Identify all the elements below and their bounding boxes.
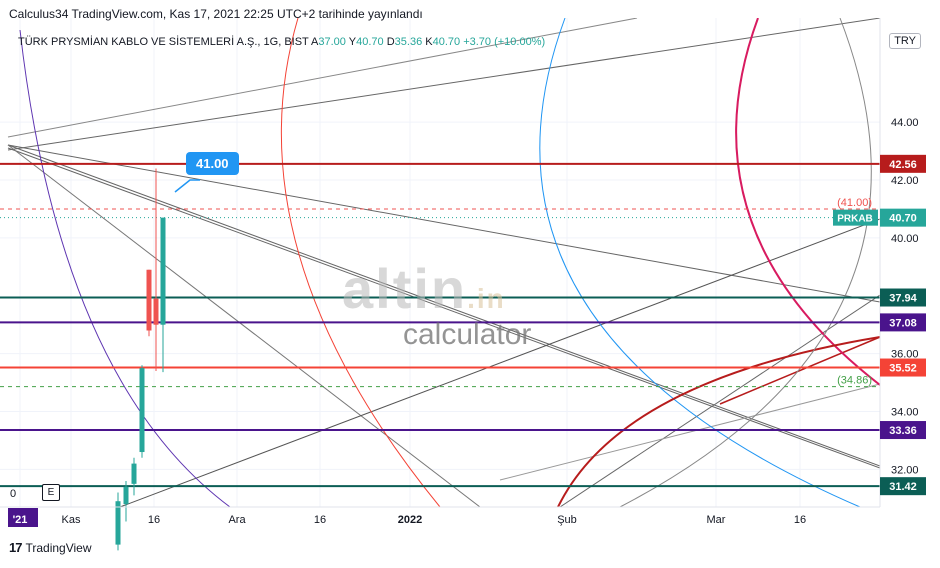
close-label: K [425, 36, 433, 48]
candle-body [160, 217, 166, 325]
symbol-tag-label: PRKAB [837, 214, 873, 225]
candle-body [139, 368, 145, 453]
arc [280, 18, 441, 507]
price-callout[interactable]: 41.00 [186, 152, 239, 175]
x-tick-label: '21 [13, 514, 28, 526]
level-tag [880, 358, 926, 377]
level-tag-label: 37.94 [889, 293, 917, 305]
y-tick-label: 36.00 [891, 349, 919, 361]
low-label: D [386, 36, 395, 48]
level-tag-label: 33.36 [889, 425, 917, 437]
change-value: +3.70 (+10.00%) [463, 36, 546, 48]
currency-selector[interactable]: TRY [889, 33, 921, 49]
trend-line [559, 294, 880, 507]
candle-body [146, 269, 152, 331]
symbol-tag [833, 209, 878, 226]
fan-line [7, 147, 880, 469]
open-value: 37.00 [318, 36, 346, 48]
level-tag [880, 421, 926, 440]
price-tags: 42.56 37.94 37.08 35.52 33.36 31.42 PRKAB 40.70 [833, 154, 926, 496]
dashed-level-label: (41.00) [837, 197, 872, 209]
trend-line [119, 218, 880, 507]
level-tag [880, 477, 926, 496]
level-tag-label: 35.52 [889, 363, 917, 375]
watermark-logo-text: altin [342, 257, 468, 320]
arc [557, 336, 880, 507]
symbol-name: TÜRK PRYSMİAN KABLO VE SİSTEMLERİ A.Ş., … [18, 36, 309, 48]
last-price-tag-label: 40.70 [889, 213, 917, 225]
level-tag [880, 288, 926, 307]
price-axis[interactable]: 32.00 34.00 36.00 40.00 42.00 44.00 [891, 117, 919, 476]
fan-line [7, 144, 880, 303]
candles-layer [115, 168, 166, 551]
candle-body [115, 501, 121, 545]
dashed-level-label: (34.86) [837, 375, 872, 387]
watermark-logo: altin.in [342, 256, 506, 321]
footer-text: TradingView [25, 540, 92, 555]
fan-line [7, 144, 880, 467]
close-value: 40.70 [432, 36, 461, 48]
fan-line [7, 18, 638, 138]
arc [619, 18, 872, 507]
high-value: 40.70 [356, 36, 384, 48]
drawing-tools [7, 18, 880, 507]
candle-body [153, 298, 159, 325]
watermark-text: calculator [403, 318, 532, 351]
level-tag [880, 154, 926, 173]
publish-caption: Calculus34 TradingView.com, Kas 17, 2021… [9, 7, 423, 21]
time-axis[interactable]: '21 Kas 16 Ara 16 2022 Şub Mar 16 [8, 508, 806, 527]
x-tick-label: Kas [62, 514, 81, 526]
arc [539, 18, 861, 507]
footer-brand: 17 TradingView [9, 540, 92, 555]
symbol-legend: TÜRK PRYSMİAN KABLO VE SİSTEMLERİ A.Ş., … [18, 36, 545, 48]
y-tick-label: 42.00 [891, 175, 919, 187]
y-tick-label: 44.00 [891, 117, 919, 129]
x-tick-highlight [8, 508, 38, 527]
low-value: 35.36 [394, 36, 423, 48]
fan-line [7, 144, 481, 507]
volume-zero-label: 0 [10, 488, 17, 500]
x-tick-label: 2022 [398, 514, 422, 526]
trend-line [719, 336, 880, 405]
x-tick-label: 16 [148, 514, 160, 526]
events-button[interactable]: E [42, 484, 60, 501]
x-tick-label: Mar [707, 514, 726, 526]
level-tag-label: 42.56 [889, 159, 917, 171]
last-price-tag [880, 208, 926, 227]
y-tick-label: 34.00 [891, 407, 919, 419]
fan-line [7, 18, 880, 151]
watermark-logo-suffix: .in [467, 283, 506, 314]
trend-line [499, 383, 880, 481]
high-label: Y [348, 36, 357, 48]
y-tick-label: 32.00 [891, 464, 919, 476]
arc [735, 18, 880, 386]
level-tag-label: 31.42 [889, 481, 917, 493]
x-tick-label: 16 [794, 514, 806, 526]
level-tag [880, 313, 926, 332]
arc [19, 29, 231, 507]
callout-pointer [174, 179, 200, 193]
x-tick-label: Ara [228, 514, 246, 526]
tradingview-logo-icon: 17 [9, 540, 23, 555]
candle-body [131, 463, 137, 484]
x-tick-label: Şub [557, 514, 577, 526]
level-tag-label: 37.08 [889, 317, 917, 329]
candle-body [123, 486, 129, 505]
open-label: A [311, 36, 319, 48]
x-tick-label: 16 [314, 514, 326, 526]
y-tick-label: 40.00 [891, 233, 919, 245]
